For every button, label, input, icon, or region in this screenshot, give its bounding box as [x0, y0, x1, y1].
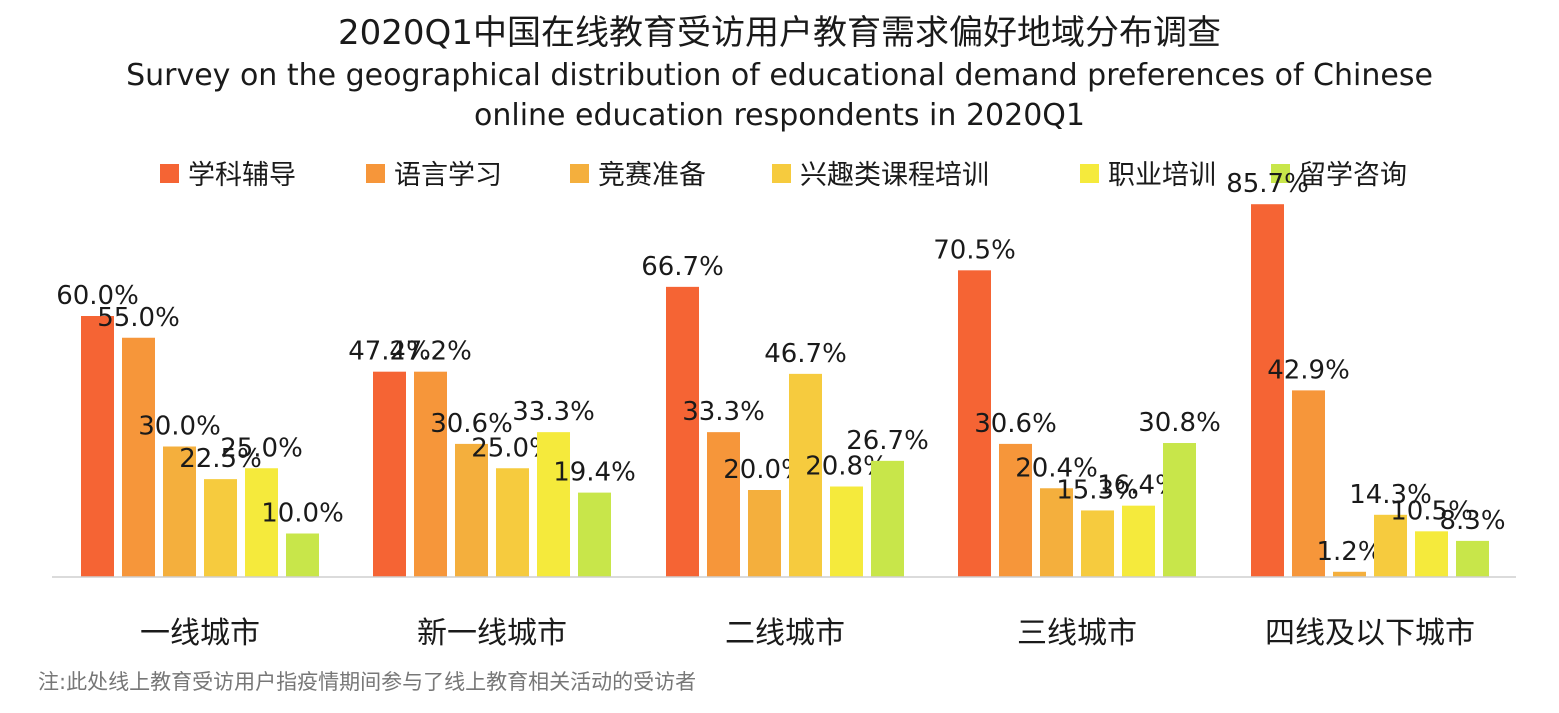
data-label: 42.9%	[1267, 355, 1350, 385]
bar	[1292, 390, 1325, 577]
bar	[122, 337, 155, 577]
x-tick-label: 三线城市	[1017, 616, 1137, 651]
data-label: 33.3%	[682, 397, 765, 427]
bar	[373, 371, 406, 577]
bar	[1415, 531, 1448, 577]
data-label: 70.5%	[933, 235, 1016, 265]
data-label: 26.7%	[846, 426, 929, 456]
bar	[204, 479, 237, 577]
bar	[1081, 510, 1114, 577]
data-label: 1.2%	[1316, 537, 1382, 567]
data-label: 66.7%	[641, 252, 724, 282]
data-label: 25.0%	[220, 433, 303, 463]
data-label: 60.0%	[56, 281, 139, 311]
legend-swatch	[570, 164, 589, 183]
data-label: 15.3%	[1056, 475, 1139, 505]
data-label: 47.2%	[348, 337, 431, 367]
legend-swatch	[1271, 164, 1290, 183]
bar	[748, 490, 781, 577]
data-label: 8.3%	[1439, 506, 1505, 536]
chart-title: 2020Q1中国在线教育受访用户教育需求偏好地域分布调查	[338, 13, 1221, 53]
bar	[414, 371, 447, 577]
bar	[871, 460, 904, 577]
data-label: 20.4%	[1015, 453, 1098, 483]
bar	[1040, 488, 1073, 577]
data-label: 33.3%	[512, 397, 595, 427]
data-label: 14.3%	[1349, 480, 1432, 510]
data-label: 30.6%	[430, 409, 513, 439]
data-label: 55.0%	[97, 303, 180, 333]
legend-swatch	[1080, 164, 1099, 183]
data-label: 30.6%	[974, 409, 1057, 439]
data-label: 46.7%	[764, 339, 847, 369]
bar	[1163, 443, 1196, 577]
bar	[163, 446, 196, 577]
bars-group: 60.0%55.0%30.0%22.5%25.0%10.0%47.2%47.2%…	[56, 169, 1506, 577]
data-label: 85.7%	[1226, 169, 1309, 199]
bar	[245, 468, 278, 577]
bar	[830, 486, 863, 577]
data-label: 30.0%	[138, 412, 221, 442]
x-tick-label: 四线及以下城市	[1265, 616, 1475, 651]
bar	[81, 316, 114, 577]
bar	[1374, 514, 1407, 577]
bar	[1333, 571, 1366, 577]
bar	[666, 286, 699, 577]
legend-swatch	[366, 164, 385, 183]
bar	[496, 468, 529, 577]
x-tick-label: 二线城市	[725, 616, 845, 651]
x-axis-labels: 一线城市 新一线城市 二线城市 三线城市 四线及以下城市	[140, 616, 1475, 651]
legend-label: 职业培训	[1108, 160, 1216, 191]
legend: 学科辅导 语言学习 竞赛准备 兴趣类课程培训 职业培训 留学咨询	[160, 160, 1407, 191]
bar	[286, 533, 319, 577]
bar	[1122, 505, 1155, 577]
footnote: 注:此处线上教育受访用户指疫情期间参与了线上教育相关活动的受访者	[38, 670, 697, 694]
bar	[789, 373, 822, 577]
data-label: 47.2%	[389, 337, 472, 367]
bar	[578, 492, 611, 577]
legend-label: 留学咨询	[1299, 160, 1407, 191]
legend-label: 竞赛准备	[598, 160, 706, 191]
bar	[958, 270, 991, 577]
bar	[1456, 540, 1489, 577]
data-label: 30.8%	[1138, 408, 1221, 438]
legend-label: 语言学习	[394, 160, 502, 191]
bar	[1251, 204, 1284, 577]
bar	[537, 432, 570, 577]
bar	[999, 443, 1032, 577]
x-tick-label: 新一线城市	[417, 616, 567, 651]
legend-swatch	[772, 164, 791, 183]
x-tick-label: 一线城市	[140, 616, 260, 651]
bar	[455, 443, 488, 577]
legend-swatch	[160, 164, 179, 183]
data-label: 10.5%	[1390, 496, 1473, 526]
title-block: 2020Q1中国在线教育受访用户教育需求偏好地域分布调查 Survey on t…	[0, 10, 1559, 136]
bar	[707, 432, 740, 577]
chart-subtitle: Survey on the geographical distribution …	[126, 58, 1433, 133]
data-label: 10.0%	[261, 499, 344, 529]
legend-label: 兴趣类课程培训	[800, 160, 989, 191]
data-label: 19.4%	[553, 458, 636, 488]
legend-label: 学科辅导	[188, 160, 296, 191]
